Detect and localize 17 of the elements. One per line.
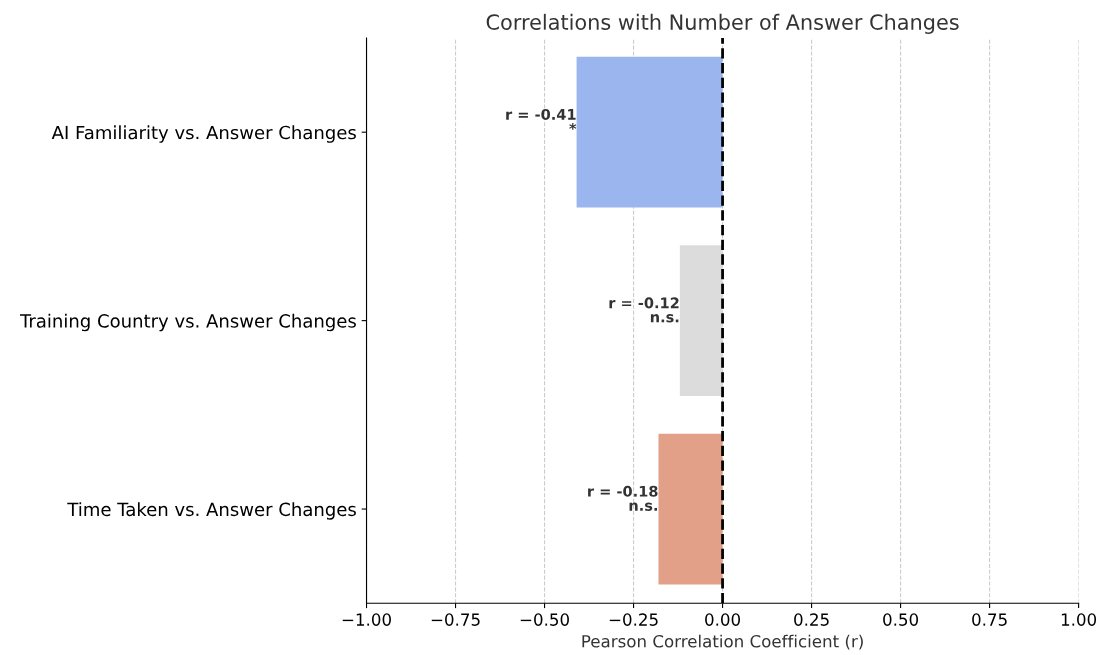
x-tick-label: 0.50 — [883, 613, 919, 626]
x-tick-label: −0.25 — [609, 613, 658, 626]
x-tick-label: 1.00 — [1061, 613, 1097, 626]
x-tick-label: 0.25 — [794, 613, 829, 626]
x-axis-title: Pearson Correlation Coefficient (r) — [582, 634, 863, 650]
y-tick-label: Training Country vs. Answer Changes — [19, 313, 356, 332]
data-label: r = -0.41 * — [506, 108, 577, 130]
y-tick-label: AI Familiarity vs. Answer Changes — [51, 125, 356, 143]
x-tick-label: −1.00 — [342, 613, 391, 626]
x-tick-label: 0.00 — [705, 613, 741, 626]
x-tick-label: −0.75 — [431, 613, 480, 626]
y-tick-label: Time Taken vs. Answer Changes — [67, 502, 356, 520]
chart-title: Correlations with Number of Answer Changes — [486, 13, 959, 34]
data-label: r = -0.18 n.s. — [588, 485, 658, 511]
data-label: r = -0.12 n.s. — [609, 297, 679, 323]
x-tick-label: −0.50 — [520, 613, 569, 626]
x-tick-label: 0.75 — [972, 613, 1007, 626]
